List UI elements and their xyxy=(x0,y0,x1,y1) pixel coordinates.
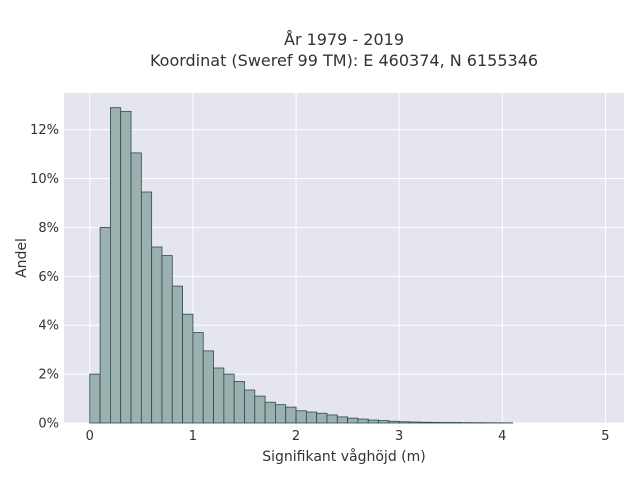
histogram-bar xyxy=(233,381,245,424)
histogram-bar xyxy=(285,406,297,424)
histogram-bar xyxy=(223,373,235,424)
histogram-bar xyxy=(140,191,153,424)
histogram-bar xyxy=(202,350,214,424)
histogram-bar xyxy=(419,421,431,424)
x-tick-label: 4 xyxy=(498,429,506,444)
histogram-bar xyxy=(254,395,266,424)
x-tick-label: 0 xyxy=(86,429,94,444)
histogram-bar xyxy=(130,152,142,424)
histogram-bar xyxy=(182,313,194,424)
histogram-bar xyxy=(151,246,163,424)
histogram-bars xyxy=(89,107,514,424)
histogram-bar xyxy=(429,421,441,424)
histogram-bar xyxy=(388,420,400,424)
histogram-bar xyxy=(120,110,132,424)
y-tick-label: 6% xyxy=(38,270,59,285)
histogram-bar xyxy=(264,401,276,424)
y-axis-title: Andel xyxy=(14,238,30,278)
histogram-bar xyxy=(89,373,101,424)
histogram-bar xyxy=(244,389,256,424)
chart-title-line-2: Koordinat (Sweref 99 TM): E 460374, N 61… xyxy=(150,51,538,70)
histogram-bar xyxy=(336,416,349,424)
y-tick-label: 2% xyxy=(38,368,59,383)
histogram-bar xyxy=(110,107,122,424)
histogram-bar xyxy=(275,404,287,424)
chart-title-line-1: År 1979 - 2019 xyxy=(284,30,404,49)
x-tick-label: 2 xyxy=(292,429,300,444)
histogram-bar xyxy=(357,418,369,424)
y-tick-label: 12% xyxy=(30,123,59,138)
histogram-bar xyxy=(378,420,390,424)
histogram-bar xyxy=(347,417,359,424)
x-tick-label: 3 xyxy=(395,429,403,444)
histogram-bar xyxy=(316,412,328,424)
histogram-bar xyxy=(367,419,379,424)
x-tick-label: 1 xyxy=(189,429,197,444)
tick-labels: 0 1 2 3 4 5 0% 2% 4% 6% 8% 10% 12% xyxy=(30,123,609,444)
histogram-bar xyxy=(99,227,111,424)
histogram-bar xyxy=(161,255,173,424)
histogram-bar xyxy=(398,421,410,424)
histogram-bar xyxy=(192,332,204,424)
y-tick-label: 0% xyxy=(38,417,59,432)
x-axis-title: Signifikant våghöjd (m) xyxy=(262,448,425,465)
histogram-bar xyxy=(171,285,184,424)
histogram-bar xyxy=(409,421,421,424)
histogram-bar xyxy=(295,410,307,424)
y-tick-label: 4% xyxy=(38,319,59,334)
histogram-bar xyxy=(213,367,225,424)
histogram-bar xyxy=(326,414,338,424)
histogram-bar xyxy=(305,411,318,424)
y-tick-label: 8% xyxy=(38,221,59,236)
x-tick-label: 5 xyxy=(601,429,609,444)
y-tick-label: 10% xyxy=(30,172,59,187)
